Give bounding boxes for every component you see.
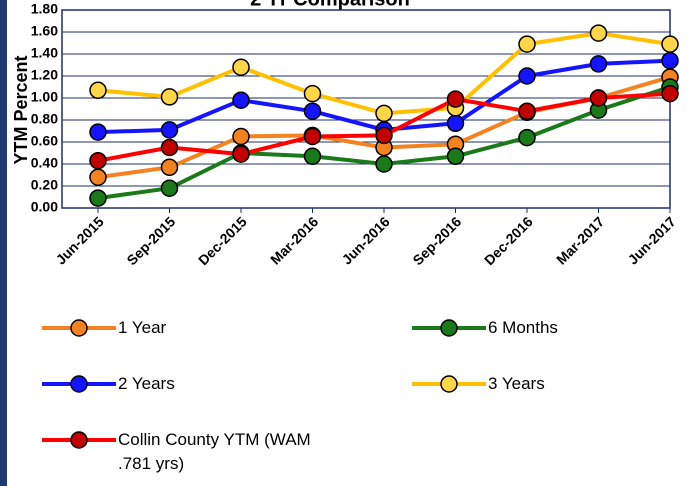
legend-marker (70, 375, 88, 393)
legend-label: 2 Years (118, 374, 175, 393)
series-marker (661, 51, 679, 70)
legend-entry: 6 Months (410, 316, 688, 340)
series-marker (518, 67, 536, 85)
series-marker (589, 89, 608, 107)
series-marker (303, 102, 322, 120)
series-marker (89, 123, 107, 141)
y-tick-label: 1.60 (31, 23, 58, 39)
chart-title: 2 Yr Comparison (250, 0, 410, 10)
y-tick-label: 0.00 (31, 199, 58, 215)
y-tick-label: 0.40 (31, 155, 58, 171)
legend-marker (440, 375, 458, 393)
series-marker (160, 179, 179, 197)
series-marker (160, 158, 179, 177)
series-marker (303, 84, 322, 103)
series-marker (89, 81, 107, 100)
legend-marker (70, 431, 88, 449)
legend-symbol (412, 375, 486, 393)
y-tick-label: 1.00 (31, 89, 58, 105)
y-tick-label: 1.20 (31, 67, 58, 83)
series-marker (375, 155, 393, 173)
series-marker (89, 151, 107, 170)
y-tick-label: 1.80 (31, 1, 58, 17)
series-marker (446, 90, 465, 108)
series-marker (518, 102, 536, 120)
x-tick-label: Jun-2017 (625, 213, 679, 267)
series-marker (303, 147, 322, 166)
legend-label: 3 Years (488, 374, 545, 393)
series-marker (232, 127, 250, 146)
plot-border (61, 9, 671, 209)
x-tick-label: Dec-2016 (481, 213, 536, 268)
legend-label: 1 Year (118, 318, 167, 337)
legend-symbol (412, 319, 486, 337)
series-marker (160, 138, 179, 157)
series-marker (160, 121, 179, 139)
x-tick-label: Jun-2015 (53, 213, 107, 267)
legend-symbol (42, 319, 116, 337)
series-marker (446, 114, 465, 133)
series-marker (518, 35, 536, 53)
series-marker (589, 55, 608, 73)
legend-marker (70, 319, 88, 337)
series-marker (589, 24, 608, 42)
legend-entry: 1 Year (40, 316, 318, 340)
x-tick-label: Mar-2017 (553, 213, 607, 267)
series-marker (89, 168, 107, 186)
legend-label: Collin County YTM (WAM .781 yrs) (118, 430, 311, 473)
series-marker (232, 145, 250, 163)
x-tick-label: Mar-2016 (267, 213, 321, 267)
x-tick-label: Jun-2016 (339, 213, 393, 267)
series-marker (446, 147, 465, 166)
y-tick-label: 0.60 (31, 133, 58, 149)
series-marker (518, 128, 536, 147)
series-marker (160, 88, 179, 106)
x-tick-label: Dec-2015 (195, 213, 250, 268)
series-marker (232, 58, 250, 76)
legend-entry: 3 Years (410, 372, 688, 396)
series-marker (89, 189, 107, 207)
series-marker (375, 126, 393, 145)
series-marker (661, 35, 679, 53)
y-tick-label: 0.20 (31, 177, 58, 193)
series-marker (303, 127, 322, 146)
y-tick-label: 1.40 (31, 45, 58, 61)
series-marker (661, 84, 679, 103)
series-marker (375, 104, 393, 123)
y-tick-label: 0.80 (31, 111, 58, 127)
series-marker (232, 91, 250, 109)
x-tick-label: Sep-2015 (123, 213, 178, 268)
y-axis-label: YTM Percent (11, 55, 31, 164)
x-tick-label: Sep-2016 (409, 213, 464, 268)
legend-symbol (42, 375, 116, 393)
side-border (0, 0, 7, 486)
legend-marker (440, 319, 458, 337)
legend-symbol (42, 431, 116, 449)
legend-entry: 2 Years (40, 372, 318, 396)
legend-entry: Collin County YTM (WAM .781 yrs) (40, 428, 318, 476)
legend-label: 6 Months (488, 318, 558, 337)
